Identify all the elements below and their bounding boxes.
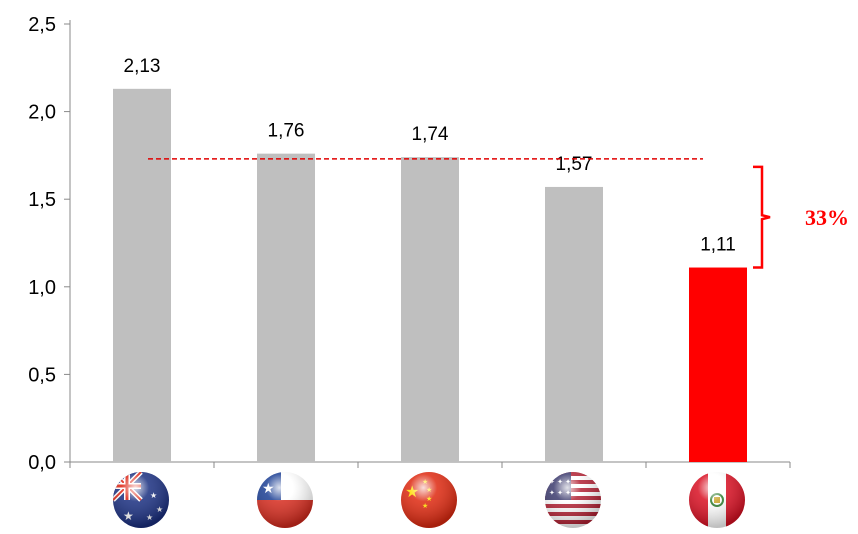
bar-value-label: 1,57: [556, 154, 593, 175]
y-tick-label: 0,0: [28, 452, 56, 474]
bar-china: [401, 157, 459, 463]
peru-flag-icon: [689, 472, 745, 528]
bar-chile: [257, 153, 315, 462]
bar-value-label: 1,76: [268, 121, 305, 142]
bar-peru: [689, 267, 747, 462]
y-tick-label: 1,0: [28, 277, 56, 299]
chile-flag-icon: ★: [257, 472, 313, 528]
bar-united-states: [545, 186, 603, 462]
usa-flag-icon: ✦ ✦ ✦ ✦ ✦ ✦: [545, 472, 601, 528]
bar-value-label: 1,74: [412, 124, 449, 145]
difference-bracket: [753, 165, 771, 269]
difference-percentage-label: 33%: [805, 205, 849, 230]
australia-flag-icon: ★ ★ ★ ★: [113, 472, 169, 528]
y-tick-label: 2,0: [28, 102, 56, 124]
bar-australia: [113, 88, 171, 462]
y-tick-label: 1,5: [28, 189, 56, 211]
y-tick-label: 2,5: [28, 14, 56, 36]
china-flag-icon: ★ ★ ★ ★ ★: [401, 472, 457, 528]
y-tick-label: 0,5: [28, 364, 56, 386]
bar-value-label: 1,11: [700, 235, 736, 256]
bar-value-label: 2,13: [124, 56, 161, 77]
